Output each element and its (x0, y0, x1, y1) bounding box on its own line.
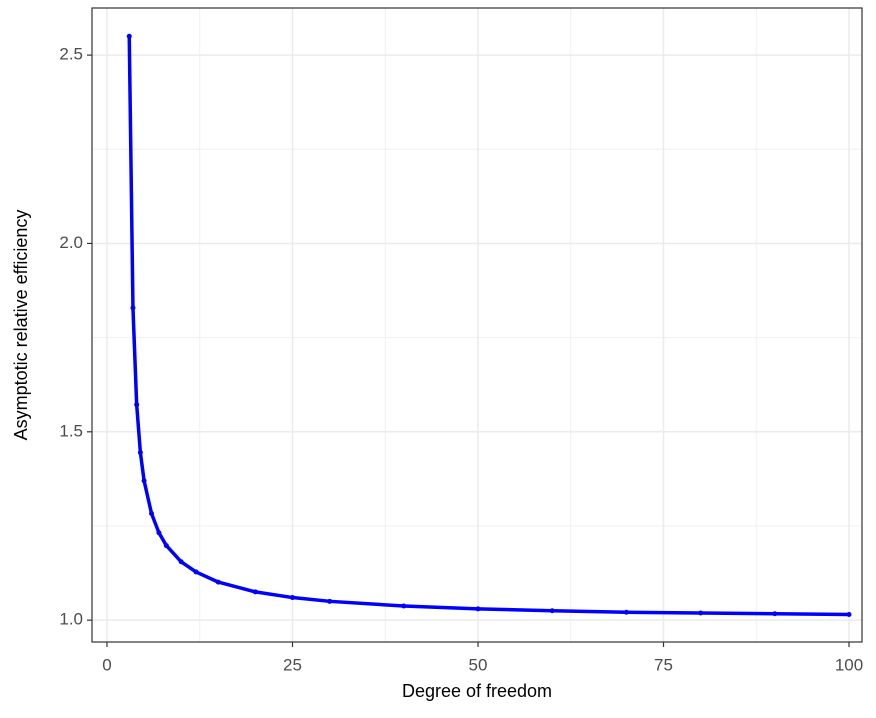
x-tick-label: 75 (654, 655, 673, 674)
point (327, 598, 333, 604)
point (698, 610, 704, 616)
y-tick-label: 1.5 (59, 421, 83, 440)
point (772, 611, 778, 617)
point (137, 450, 143, 456)
point (193, 569, 199, 575)
x-tick-label: 100 (835, 655, 863, 674)
point (134, 402, 140, 408)
x-tick-label: 25 (283, 655, 302, 674)
point (475, 606, 481, 612)
y-tick-label: 1.0 (59, 610, 83, 629)
point (141, 478, 147, 484)
x-tick-label: 50 (469, 655, 488, 674)
point (401, 603, 407, 609)
point (130, 305, 136, 311)
point (549, 608, 555, 614)
point (252, 589, 258, 595)
point (156, 530, 162, 536)
x-axis-title: Degree of freedom (402, 681, 552, 701)
panel-border (91, 7, 863, 643)
point (215, 579, 221, 585)
x-tick-label: 0 (102, 655, 111, 674)
point (163, 543, 169, 549)
point (149, 511, 155, 517)
point (178, 559, 184, 565)
point (846, 612, 852, 618)
y-tick-label: 2.0 (59, 233, 83, 252)
y-axis-title: Asymptotic relative efficiency (11, 210, 31, 441)
point (126, 33, 132, 39)
point (623, 609, 629, 615)
point (289, 595, 295, 601)
y-tick-label: 2.5 (59, 45, 83, 64)
